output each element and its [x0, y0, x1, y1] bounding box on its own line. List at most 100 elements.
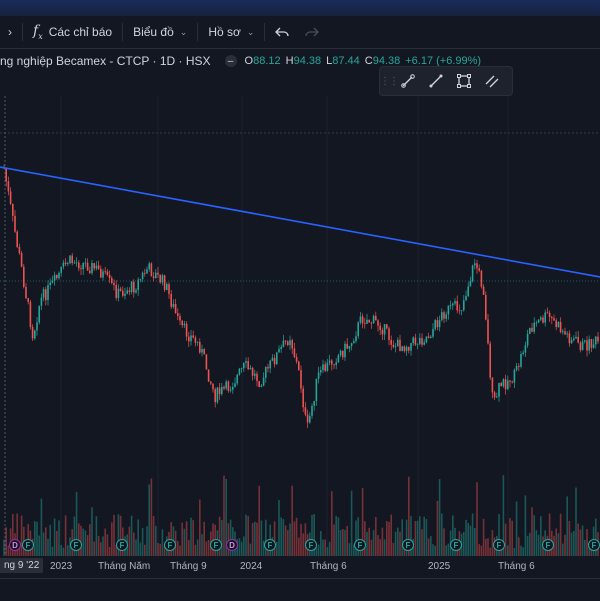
candle-body	[357, 322, 359, 337]
candle-body	[359, 316, 362, 323]
volume-bar	[537, 534, 540, 556]
candle-body	[133, 281, 135, 293]
candle-body	[249, 367, 252, 370]
brush-tool-button[interactable]	[394, 67, 422, 95]
candle-body	[60, 266, 62, 273]
candle-body	[201, 349, 203, 353]
financial-report-marker[interactable]: F	[70, 539, 82, 551]
volume-bar	[93, 541, 95, 556]
volume-bar	[482, 518, 485, 556]
parallel-channel-tool-button[interactable]	[478, 67, 506, 95]
financial-report-marker[interactable]: F	[264, 539, 276, 551]
financial-report-marker[interactable]: F	[22, 539, 34, 551]
undo-icon	[275, 27, 290, 37]
open-value: 88.12	[253, 55, 281, 67]
financial-report-marker[interactable]: F	[305, 539, 317, 551]
financial-report-marker[interactable]: F	[116, 539, 128, 551]
volume-bar	[324, 539, 326, 556]
candle-body	[104, 271, 106, 273]
profile-menu-label: Hồ sơ	[208, 25, 241, 39]
drag-handle-icon[interactable]: ⋮⋮	[380, 75, 399, 87]
dividend-marker[interactable]: D	[226, 539, 238, 551]
candle-body	[416, 343, 419, 345]
redo-button[interactable]	[297, 16, 327, 48]
volume-bar	[394, 531, 397, 556]
financial-report-marker[interactable]: F	[450, 539, 462, 551]
trend-line-tool-button[interactable]	[422, 67, 450, 95]
volume-bar	[381, 527, 384, 556]
candle-body	[553, 318, 555, 321]
candle-body	[190, 335, 192, 342]
volume-bar	[192, 520, 194, 556]
volume-bar	[474, 527, 476, 556]
candle-body	[597, 336, 599, 342]
candle-body	[238, 368, 241, 375]
candle-body	[526, 333, 529, 346]
candle-body	[157, 272, 159, 275]
volume-bar	[507, 545, 509, 556]
candle-body	[124, 293, 126, 296]
candle-body	[568, 333, 571, 344]
volume-bar	[313, 513, 315, 556]
symbol-title[interactable]: ng nghiệp Becamex - CTCP · 1D · HSX	[0, 54, 211, 68]
candle-body	[210, 381, 212, 384]
volume-bar	[247, 516, 249, 556]
volume-bar	[383, 539, 386, 556]
candle-body	[361, 316, 364, 324]
rectangle-tool-button[interactable]	[450, 67, 478, 95]
candle-body	[12, 203, 14, 216]
candle-body	[595, 336, 597, 345]
candle-body	[89, 270, 91, 274]
profile-menu-button[interactable]: Hồ sơ ⌄	[200, 16, 262, 48]
price-chart[interactable]	[0, 96, 600, 556]
candle-body	[141, 272, 144, 280]
candle-body	[445, 314, 447, 319]
indicators-label: Các chỉ báo	[48, 25, 113, 39]
candle-body	[298, 361, 300, 371]
indicators-button[interactable]: fx Các chỉ báo	[25, 16, 120, 48]
financial-report-marker[interactable]: F	[542, 539, 554, 551]
volume-bar	[148, 484, 150, 556]
volume-bar	[579, 529, 582, 556]
financial-report-marker[interactable]: F	[210, 539, 222, 551]
volume-bar	[40, 498, 43, 556]
volume-bar	[102, 536, 104, 556]
volume-bar	[529, 532, 531, 556]
candle-body	[260, 385, 263, 387]
financial-report-marker[interactable]: F	[588, 539, 600, 551]
collapse-legend-icon[interactable]: –	[224, 55, 237, 67]
candle-body	[570, 340, 573, 344]
candle-body	[452, 303, 454, 306]
financial-report-marker[interactable]: F	[354, 539, 366, 551]
volume-bar	[260, 520, 263, 556]
dividend-marker[interactable]: D	[9, 539, 21, 551]
candle-body	[509, 380, 511, 382]
chevron-down-icon: ⌄	[179, 26, 188, 37]
volume-bar	[337, 517, 340, 556]
volume-bar	[540, 516, 542, 556]
candle-body	[236, 374, 238, 384]
volume-bar	[221, 520, 223, 556]
volume-bar	[256, 522, 258, 556]
financial-report-marker[interactable]: F	[164, 539, 176, 551]
volume-bar	[452, 515, 454, 556]
volume-bar	[243, 536, 245, 556]
chart-menu-label: Biểu đồ	[133, 25, 174, 39]
candle-body	[458, 310, 461, 312]
candle-body	[56, 274, 58, 279]
trend-line-drawing[interactable]	[0, 166, 600, 278]
volume-bar	[218, 516, 221, 556]
candle-body	[491, 377, 494, 393]
chart-menu-button[interactable]: Biểu đồ ⌄	[125, 16, 195, 48]
candle-body	[546, 312, 549, 314]
candle-body	[119, 288, 122, 291]
undo-button[interactable]	[267, 16, 297, 48]
candle-body	[324, 364, 326, 371]
financial-report-marker[interactable]: F	[493, 539, 505, 551]
toolbar-left-scroll[interactable]: ›	[0, 16, 20, 48]
financial-report-marker[interactable]: F	[402, 539, 414, 551]
volume-bar	[60, 544, 62, 556]
time-axis[interactable]: ng 9 '22 2023 Tháng Năm Tháng 9 2024 Thá…	[0, 556, 600, 578]
candle-body	[447, 305, 450, 315]
candle-body	[67, 263, 69, 265]
